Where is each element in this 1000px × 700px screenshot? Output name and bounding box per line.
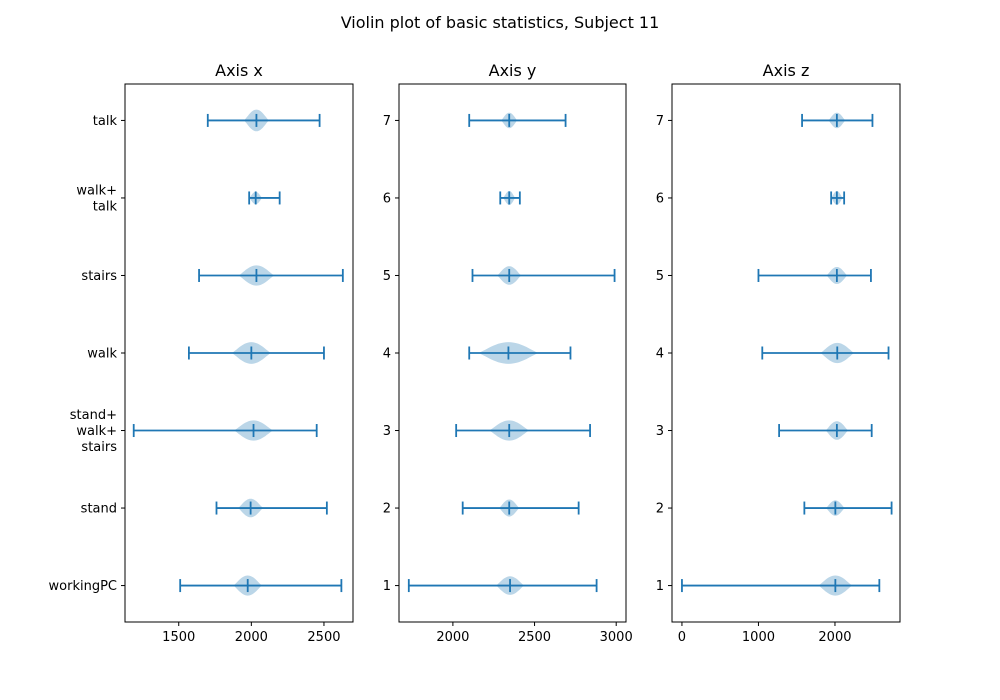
y-tick-label-z-1: 1 — [656, 579, 664, 594]
y-tick-label-y-7: 7 — [383, 114, 391, 129]
y-tick-label-y-5: 5 — [383, 269, 391, 284]
y-tick-label-line: 2 — [383, 502, 391, 517]
y-tick-label-line: talk — [93, 114, 118, 129]
panel-axis-z: Axis z 0 1000 2000 1 2 3 4 5 6 7 — [656, 61, 901, 645]
y-tick-label-y-1: 1 — [383, 579, 391, 594]
panel-title-axis-x: Axis x — [215, 61, 263, 80]
y-tick-label-line: talk — [93, 199, 118, 214]
y-tick-label-z-2: 2 — [656, 502, 664, 517]
panel-plot-axis-z: 0 1000 2000 1 2 3 4 5 6 7 — [656, 83, 901, 645]
y-tick-label-line: stairs — [81, 440, 117, 455]
y-tick-label-z-3: 3 — [656, 424, 664, 439]
y-tick-label-y-6: 6 — [383, 191, 391, 206]
y-tick-label-line: 7 — [656, 114, 664, 129]
y-tick-label-x-7: talk — [93, 114, 118, 129]
y-tick-label-x-2: stand — [81, 502, 117, 517]
y-tick-label-y-4: 4 — [383, 347, 391, 362]
x-tick-label-z-2: 1000 — [742, 630, 775, 645]
y-tick-label-line: 5 — [656, 269, 664, 284]
y-tick-label-line: 1 — [656, 579, 664, 594]
y-tick-label-z-7: 7 — [656, 114, 664, 129]
x-tick-label-z-1: 0 — [678, 630, 686, 645]
y-tick-label-line: 7 — [383, 114, 391, 129]
x-tick-label-y-2: 2500 — [518, 630, 551, 645]
x-tick-label-x-1: 1500 — [162, 630, 195, 645]
y-tick-label-y-2: 2 — [383, 502, 391, 517]
y-tick-label-x-3: stand+ walk+ stairs — [70, 408, 117, 455]
y-tick-label-line: 4 — [656, 347, 664, 362]
y-tick-label-y-3: 3 — [383, 424, 391, 439]
y-tick-label-line: stand+ — [70, 408, 117, 423]
y-tick-label-line: workingPC — [49, 579, 117, 594]
y-tick-label-line: 6 — [383, 191, 391, 206]
panel-title-axis-y: Axis y — [489, 61, 537, 80]
y-tick-label-line: 3 — [383, 424, 391, 439]
y-tick-label-line: walk+ — [76, 183, 117, 198]
y-tick-label-line: walk+ — [76, 424, 117, 439]
y-tick-label-line: 1 — [383, 579, 391, 594]
panel-axis-y: Axis y 2000 2500 3000 1 2 3 4 5 6 7 — [383, 61, 633, 645]
y-tick-label-line: 6 — [656, 191, 664, 206]
y-tick-label-line: 5 — [383, 269, 391, 284]
x-tick-label-y-1: 2000 — [436, 630, 469, 645]
y-tick-label-line: 4 — [383, 347, 391, 362]
figure-title: Violin plot of basic statistics, Subject… — [341, 13, 660, 32]
y-tick-label-z-4: 4 — [656, 347, 664, 362]
y-tick-label-z-5: 5 — [656, 269, 664, 284]
x-tick-label-x-3: 2500 — [307, 630, 340, 645]
y-tick-label-line: 2 — [656, 502, 664, 517]
x-tick-label-z-3: 2000 — [818, 630, 851, 645]
x-tick-label-x-2: 2000 — [235, 630, 268, 645]
y-tick-label-x-5: stairs — [81, 269, 117, 284]
y-tick-label-z-6: 6 — [656, 191, 664, 206]
panel-title-axis-z: Axis z — [763, 61, 810, 80]
y-tick-label-line: walk — [87, 347, 117, 362]
y-tick-label-x-1: workingPC — [49, 579, 117, 594]
y-tick-label-line: stairs — [81, 269, 117, 284]
y-tick-label-x-4: walk — [87, 347, 117, 362]
y-tick-label-x-6: walk+ talk — [76, 183, 117, 214]
y-tick-label-line: stand — [81, 502, 117, 517]
x-tick-label-y-3: 3000 — [600, 630, 633, 645]
panel-plot-axis-y: 2000 2500 3000 1 2 3 4 5 6 7 — [383, 83, 633, 645]
y-tick-label-line: 3 — [656, 424, 664, 439]
